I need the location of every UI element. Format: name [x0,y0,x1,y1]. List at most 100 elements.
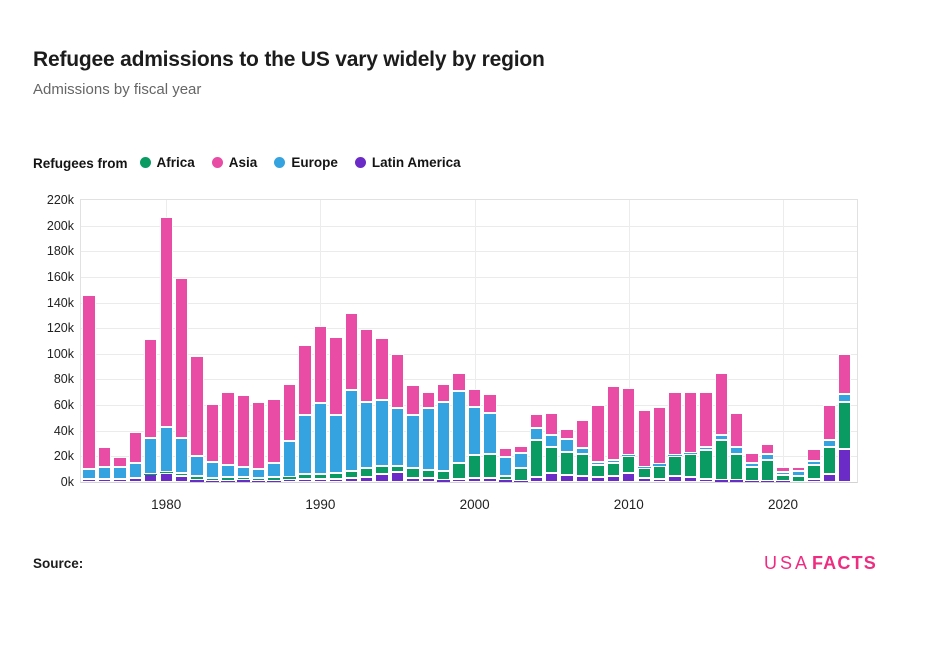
bar-segment-1994-africa[interactable] [375,466,389,474]
bar-segment-2003-europe[interactable] [514,453,528,468]
bar-segment-1994-latin-america[interactable] [375,473,389,482]
bar-segment-1997-europe[interactable] [421,408,436,471]
bar-segment-1996-latin-america[interactable] [406,477,420,482]
bar-segment-2020-africa[interactable] [776,475,790,481]
bar-segment-1988-asia[interactable] [282,383,297,441]
bar-segment-1982-asia[interactable] [190,356,204,456]
bar-segment-1992-africa[interactable] [344,471,358,479]
legend-item-africa[interactable]: Africa [139,155,195,170]
bar-segment-1995-africa[interactable] [390,466,405,473]
bar-segment-1992-europe[interactable] [344,390,358,472]
bar-segment-1995-europe[interactable] [390,407,405,467]
bar-segment-1990-africa[interactable] [313,474,328,479]
bar-segment-2019-europe[interactable] [760,453,775,460]
bar-segment-2015-africa[interactable] [699,450,713,480]
bar-segment-2023-africa[interactable] [822,446,836,474]
bar-segment-1987-africa[interactable] [267,476,281,481]
bar-segment-1979-europe[interactable] [144,438,158,474]
bar-segment-1987-asia[interactable] [267,399,281,463]
bar-segment-2014-latin-america[interactable] [683,476,698,482]
bar-segment-1980-africa[interactable] [159,472,173,474]
bar-segment-2004-africa[interactable] [529,440,543,478]
bar-segment-1985-latin-america[interactable] [236,480,250,482]
bar-segment-2010-latin-america[interactable] [622,473,636,482]
legend-item-asia[interactable]: Asia [211,155,257,170]
bar-segment-1981-africa[interactable] [174,472,189,476]
bar-segment-1975-asia[interactable] [82,294,96,470]
bar-segment-2000-europe[interactable] [467,407,482,456]
bar-segment-1988-latin-america[interactable] [282,478,297,482]
bar-segment-2021-africa[interactable] [791,476,806,482]
bar-segment-2019-latin-america[interactable] [760,480,775,482]
bar-segment-2017-asia[interactable] [730,413,744,448]
bar-segment-1978-europe[interactable] [128,463,143,479]
bar-segment-2005-europe[interactable] [545,434,559,447]
bar-segment-1991-asia[interactable] [329,336,343,416]
bar-segment-2020-asia[interactable] [776,466,790,473]
bar-segment-1989-europe[interactable] [298,415,312,475]
bar-segment-2016-asia[interactable] [714,373,728,435]
bar-segment-2022-asia[interactable] [807,449,821,461]
bar-segment-1977-europe[interactable] [113,467,127,480]
bar-segment-1977-latin-america[interactable] [113,479,127,482]
bar-segment-2007-africa[interactable] [575,453,590,477]
bar-segment-1984-latin-america[interactable] [221,480,235,482]
bar-segment-2002-africa[interactable] [498,476,513,480]
bar-segment-2012-latin-america[interactable] [652,479,667,482]
bar-segment-2016-europe[interactable] [714,434,728,440]
bar-segment-1976-asia[interactable] [97,447,112,468]
bar-segment-1988-africa[interactable] [282,476,297,479]
bar-segment-2018-africa[interactable] [745,467,759,481]
bar-segment-1983-europe[interactable] [205,461,220,478]
bar-segment-1991-latin-america[interactable] [329,478,343,482]
bar-segment-1977-asia[interactable] [113,457,127,468]
bar-segment-1992-asia[interactable] [344,312,358,391]
bar-segment-1987-europe[interactable] [267,462,281,477]
bar-segment-1985-africa[interactable] [236,476,250,481]
bar-segment-2008-latin-america[interactable] [591,476,605,482]
bar-segment-1979-africa[interactable] [144,473,158,475]
bar-segment-2023-latin-america[interactable] [822,473,836,482]
bar-segment-1999-asia[interactable] [452,373,466,391]
bar-segment-2000-africa[interactable] [467,455,482,478]
bar-segment-2013-africa[interactable] [668,455,682,477]
legend-item-latin-america[interactable]: Latin America [354,155,461,170]
usafacts-logo[interactable]: USA FACTS [764,553,877,574]
bar-segment-1986-europe[interactable] [252,469,266,479]
bar-segment-2002-europe[interactable] [498,456,513,477]
bar-segment-1991-europe[interactable] [329,415,343,474]
bar-segment-2013-latin-america[interactable] [668,476,682,482]
bar-segment-2009-africa[interactable] [606,463,621,476]
bar-segment-1986-latin-america[interactable] [252,480,266,482]
bar-segment-1990-europe[interactable] [313,402,328,475]
bar-segment-1996-africa[interactable] [406,467,420,478]
bar-segment-2001-latin-america[interactable] [483,478,497,482]
bar-segment-2007-latin-america[interactable] [575,476,590,482]
bar-segment-1979-latin-america[interactable] [144,474,158,482]
bar-segment-1984-africa[interactable] [221,477,235,481]
bar-segment-1987-latin-america[interactable] [267,480,281,482]
bar-segment-1995-asia[interactable] [390,354,405,408]
bar-segment-2006-europe[interactable] [560,438,574,453]
bar-segment-2020-latin-america[interactable] [776,480,790,482]
bar-segment-1982-africa[interactable] [190,475,204,481]
bar-segment-1996-asia[interactable] [406,384,420,415]
bar-segment-1999-africa[interactable] [452,462,466,480]
bar-segment-1976-latin-america[interactable] [97,478,112,482]
bar-segment-1986-africa[interactable] [252,478,266,481]
bar-segment-2001-europe[interactable] [483,413,497,454]
bar-segment-1982-europe[interactable] [190,455,204,476]
bar-segment-2007-europe[interactable] [575,447,590,454]
bar-segment-1981-latin-america[interactable] [174,475,189,482]
bar-segment-1990-asia[interactable] [313,325,328,403]
bar-segment-2005-latin-america[interactable] [545,473,559,482]
bar-segment-1993-europe[interactable] [359,402,374,468]
bar-segment-2002-latin-america[interactable] [498,479,513,482]
bar-segment-2012-europe[interactable] [652,464,667,466]
bar-segment-1989-latin-america[interactable] [298,479,312,482]
bar-segment-1975-europe[interactable] [82,469,96,480]
bar-segment-2013-europe[interactable] [668,455,682,456]
bar-segment-2015-latin-america[interactable] [699,479,713,482]
bar-segment-2022-europe[interactable] [807,460,821,466]
bar-segment-1978-latin-america[interactable] [128,478,143,482]
